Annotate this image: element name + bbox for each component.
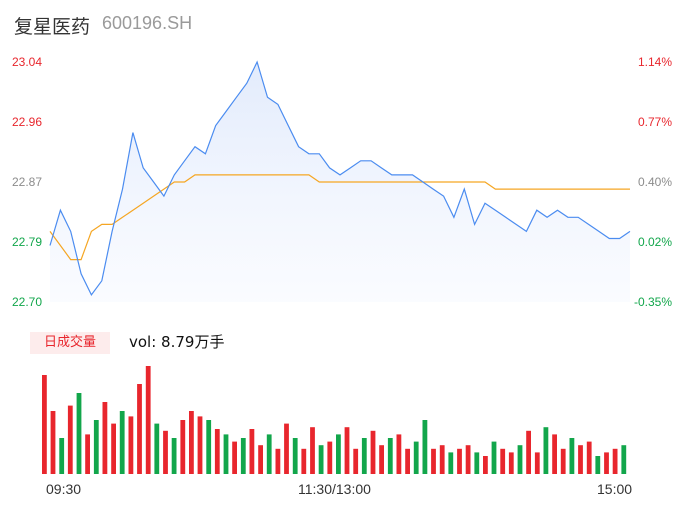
volume-bar — [59, 438, 65, 474]
y-tick-right-3: 0.02% — [637, 235, 672, 249]
x-tick-close: 15:00 — [597, 481, 633, 497]
volume-bar — [171, 438, 177, 474]
price-line — [49, 60, 631, 297]
volume-bar — [431, 448, 436, 474]
volume-bar — [154, 423, 160, 474]
volume-bar — [145, 366, 151, 474]
volume-bar — [318, 445, 324, 474]
volume-bar — [128, 416, 134, 474]
volume-bar — [586, 441, 592, 474]
volume-bar — [102, 402, 108, 474]
volume-bar — [249, 429, 255, 474]
volume-bar — [197, 416, 203, 474]
volume-bar — [206, 420, 212, 474]
volume-bar — [474, 452, 480, 474]
volume-bar — [621, 445, 627, 474]
volume-badge[interactable]: 日成交量 — [30, 332, 110, 354]
volume-bar — [353, 448, 359, 474]
y-tick-left-3: 22.79 — [12, 235, 43, 249]
volume-bar — [292, 438, 298, 474]
volume-value: vol: 8.79万手 — [129, 333, 225, 351]
volume-bar — [93, 420, 99, 474]
volume-bar — [163, 430, 168, 474]
volume-bar — [275, 448, 281, 474]
y-tick-right-4: -0.35% — [633, 295, 672, 309]
volume-bar — [50, 411, 56, 474]
volume-bar — [604, 452, 609, 474]
volume-bar — [258, 445, 263, 474]
volume-bar — [405, 448, 410, 474]
volume-bar — [517, 445, 523, 474]
volume-bar — [595, 456, 601, 474]
volume-bar — [483, 456, 488, 474]
volume-bar — [67, 405, 73, 474]
volume-bar — [232, 441, 237, 474]
y-tick-left-1: 22.96 — [12, 115, 43, 129]
y-tick-right-2: 0.40% — [637, 175, 672, 189]
volume-bar — [552, 434, 557, 474]
stock-code: 600196.SH — [102, 13, 193, 33]
stock-name: 复星医药 — [14, 16, 91, 38]
volume-bar — [422, 420, 428, 474]
volume-bar — [413, 441, 419, 474]
volume-bar — [111, 423, 116, 474]
y-tick-left-4: 22.70 — [12, 295, 43, 309]
volume-bar — [223, 434, 229, 474]
volume-bar — [189, 411, 194, 474]
volume-bar — [396, 434, 402, 474]
volume-bar — [42, 375, 47, 474]
volume-bar — [448, 452, 454, 474]
volume-bar — [310, 427, 315, 474]
volume-bars — [42, 366, 627, 474]
volume-bar — [344, 427, 350, 474]
volume-bar — [214, 429, 220, 474]
volume-bar — [137, 384, 142, 474]
volume-bar — [266, 434, 272, 474]
volume-bar — [612, 448, 618, 474]
volume-bar — [543, 427, 549, 474]
y-tick-right-0: 1.14% — [637, 55, 672, 69]
volume-bar — [76, 393, 82, 474]
average-price-line — [49, 174, 630, 261]
volume-bar — [560, 448, 566, 474]
volume-bar — [370, 430, 376, 474]
volume-bar — [491, 441, 497, 474]
y-tick-left-2: 22.87 — [12, 175, 43, 189]
volume-bar — [465, 445, 471, 474]
volume-bar — [569, 438, 575, 474]
volume-bar — [578, 445, 583, 474]
volume-bar — [336, 434, 341, 474]
x-tick-midday: 11:30/13:00 — [298, 481, 371, 497]
volume-bar — [301, 448, 307, 474]
volume-bar — [526, 430, 531, 474]
y-tick-right-1: 0.77% — [637, 115, 672, 129]
volume-bar — [439, 445, 445, 474]
volume-bar — [180, 420, 186, 474]
volume-bar — [508, 452, 514, 474]
volume-bar — [361, 438, 367, 474]
volume-bar — [284, 423, 289, 474]
volume-bar — [387, 438, 393, 474]
volume-bar — [85, 434, 90, 474]
volume-bar — [457, 448, 462, 474]
y-tick-left-0: 23.04 — [12, 55, 43, 69]
volume-bar — [119, 411, 125, 474]
volume-bar — [500, 448, 506, 474]
x-tick-open: 09:30 — [46, 481, 82, 497]
volume-bar — [534, 452, 540, 474]
volume-bar — [327, 441, 333, 474]
volume-bar — [240, 438, 246, 474]
volume-bar — [379, 445, 384, 474]
